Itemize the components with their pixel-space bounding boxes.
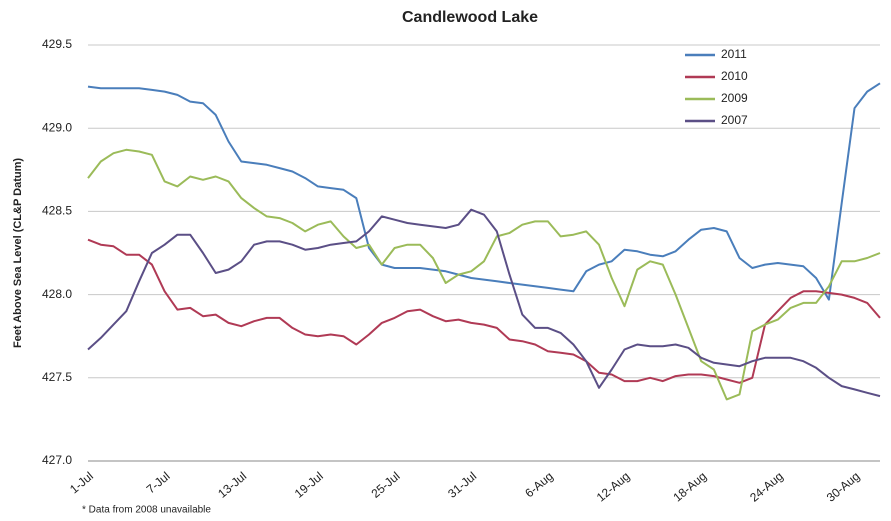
series-line: [87, 82, 881, 301]
legend-label: 2010: [721, 69, 748, 83]
y-tick-label: 428.5: [42, 204, 72, 218]
chart-title: Candlewood Lake: [402, 9, 538, 26]
y-axis-label: Feet Above Sea Level (CL&P Datum): [12, 158, 24, 348]
x-tick-label: 18-Aug: [670, 469, 709, 505]
x-tick-label: 24-Aug: [747, 469, 786, 505]
y-tick-label: 429.0: [42, 120, 72, 134]
y-tick-label: 427.5: [42, 370, 72, 384]
footnote: * Data from 2008 unavailable: [82, 505, 211, 516]
x-tick-label: 12-Aug: [594, 469, 633, 505]
y-tick-label: 427.0: [42, 453, 72, 467]
legend-label: 2007: [721, 113, 748, 127]
x-tick-label: 25-Jul: [369, 469, 403, 501]
legend-label: 2011: [721, 47, 747, 61]
x-tick-label: 13-Jul: [215, 469, 249, 501]
y-tick-label: 428.0: [42, 287, 72, 301]
series-line: [87, 148, 881, 401]
series-line: [87, 238, 881, 384]
x-tick-label: 19-Jul: [292, 469, 326, 501]
x-tick-label: 1-Jul: [67, 469, 96, 496]
y-tick-label: 429.5: [42, 37, 72, 51]
x-tick-label: 30-Aug: [824, 469, 863, 505]
legend-label: 2009: [721, 91, 748, 105]
x-tick-label: 7-Jul: [144, 469, 173, 496]
x-tick-label: 6-Aug: [522, 469, 556, 500]
series-line: [87, 208, 881, 398]
x-tick-label: 31-Jul: [445, 469, 479, 501]
